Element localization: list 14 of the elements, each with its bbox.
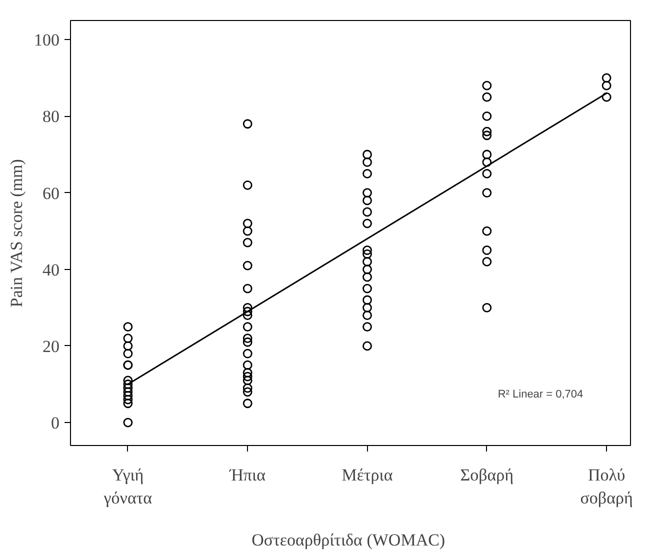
x-axis-title: Οστεοαρθρίτιδα (WOMAC) xyxy=(252,530,446,550)
annotation: R² Linear = 0,704 xyxy=(498,388,584,400)
y-tick-label: 20 xyxy=(42,336,60,356)
x-tick-label: Υγιή γόνατα xyxy=(102,466,152,508)
y-tick-label: 100 xyxy=(34,30,60,50)
x-tick-label: Πολύ σοβαρή xyxy=(580,466,633,508)
y-tick-label: 0 xyxy=(51,414,60,433)
x-tick-label: Σοβαρή xyxy=(460,466,514,484)
y-tick-label: 60 xyxy=(42,184,60,203)
y-tick-label: 80 xyxy=(42,107,60,126)
y-axis-title: Pain VAS score (mm) xyxy=(7,159,26,308)
x-tick-label: Ήπια xyxy=(228,466,266,484)
x-tick-label: Μέτρια xyxy=(342,466,393,484)
y-tick-label: 40 xyxy=(42,260,60,280)
